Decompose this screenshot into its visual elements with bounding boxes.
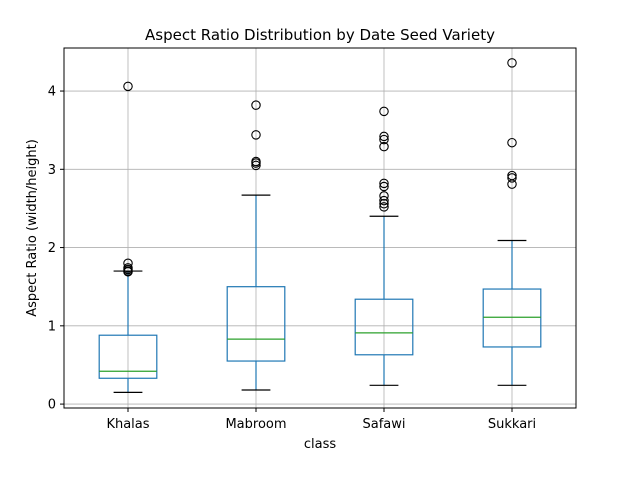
y-axis-label: Aspect Ratio (width/height) [25,139,40,317]
outlier-point [379,202,389,212]
box-sukkari [482,58,542,386]
iqr-box [354,298,414,356]
outlier-point [379,131,389,142]
box-safawi [354,106,414,386]
outlier-point [379,106,389,117]
outlier-point [507,179,517,189]
outlier-point [251,130,261,140]
outlier-point [123,81,133,92]
y-tick-label: 1 [48,319,56,334]
plot-frame [63,47,577,409]
outlier-point [251,100,261,110]
chart-title: Aspect Ratio Distribution by Date Seed V… [145,26,495,44]
box-mabroom [226,100,286,391]
outlier-point [379,191,389,201]
outlier-point [251,158,261,168]
outlier-point [379,178,389,189]
outlier-point [507,173,517,183]
box-series [98,58,542,393]
iqr-box [226,286,286,362]
axes: 0 1 2 3 4 Khalas Mabroom Safawi Sukkari [48,85,536,432]
x-tick-label: Mabroom [225,417,286,432]
x-axis-label: class [304,437,336,452]
y-tick-label: 2 [48,241,56,256]
outlier-point [507,58,517,68]
y-tick-label: 4 [48,85,56,100]
outlier-point [379,195,389,206]
outlier-point [379,141,389,152]
x-tick-label: Khalas [106,417,149,432]
outlier-point [379,181,389,192]
box-khalas [98,81,158,393]
iqr-box [98,334,158,379]
grid [64,48,576,408]
outlier-point [123,267,133,277]
x-tick-label: Sukkari [488,417,536,432]
outlier-point [251,160,261,171]
x-tick-label: Safawi [362,417,405,432]
y-tick-label: 0 [48,398,56,413]
iqr-box [482,288,542,348]
y-tick-label: 3 [48,163,56,178]
outlier-point [379,198,389,209]
outlier-point [507,137,517,148]
outlier-point [379,134,389,145]
